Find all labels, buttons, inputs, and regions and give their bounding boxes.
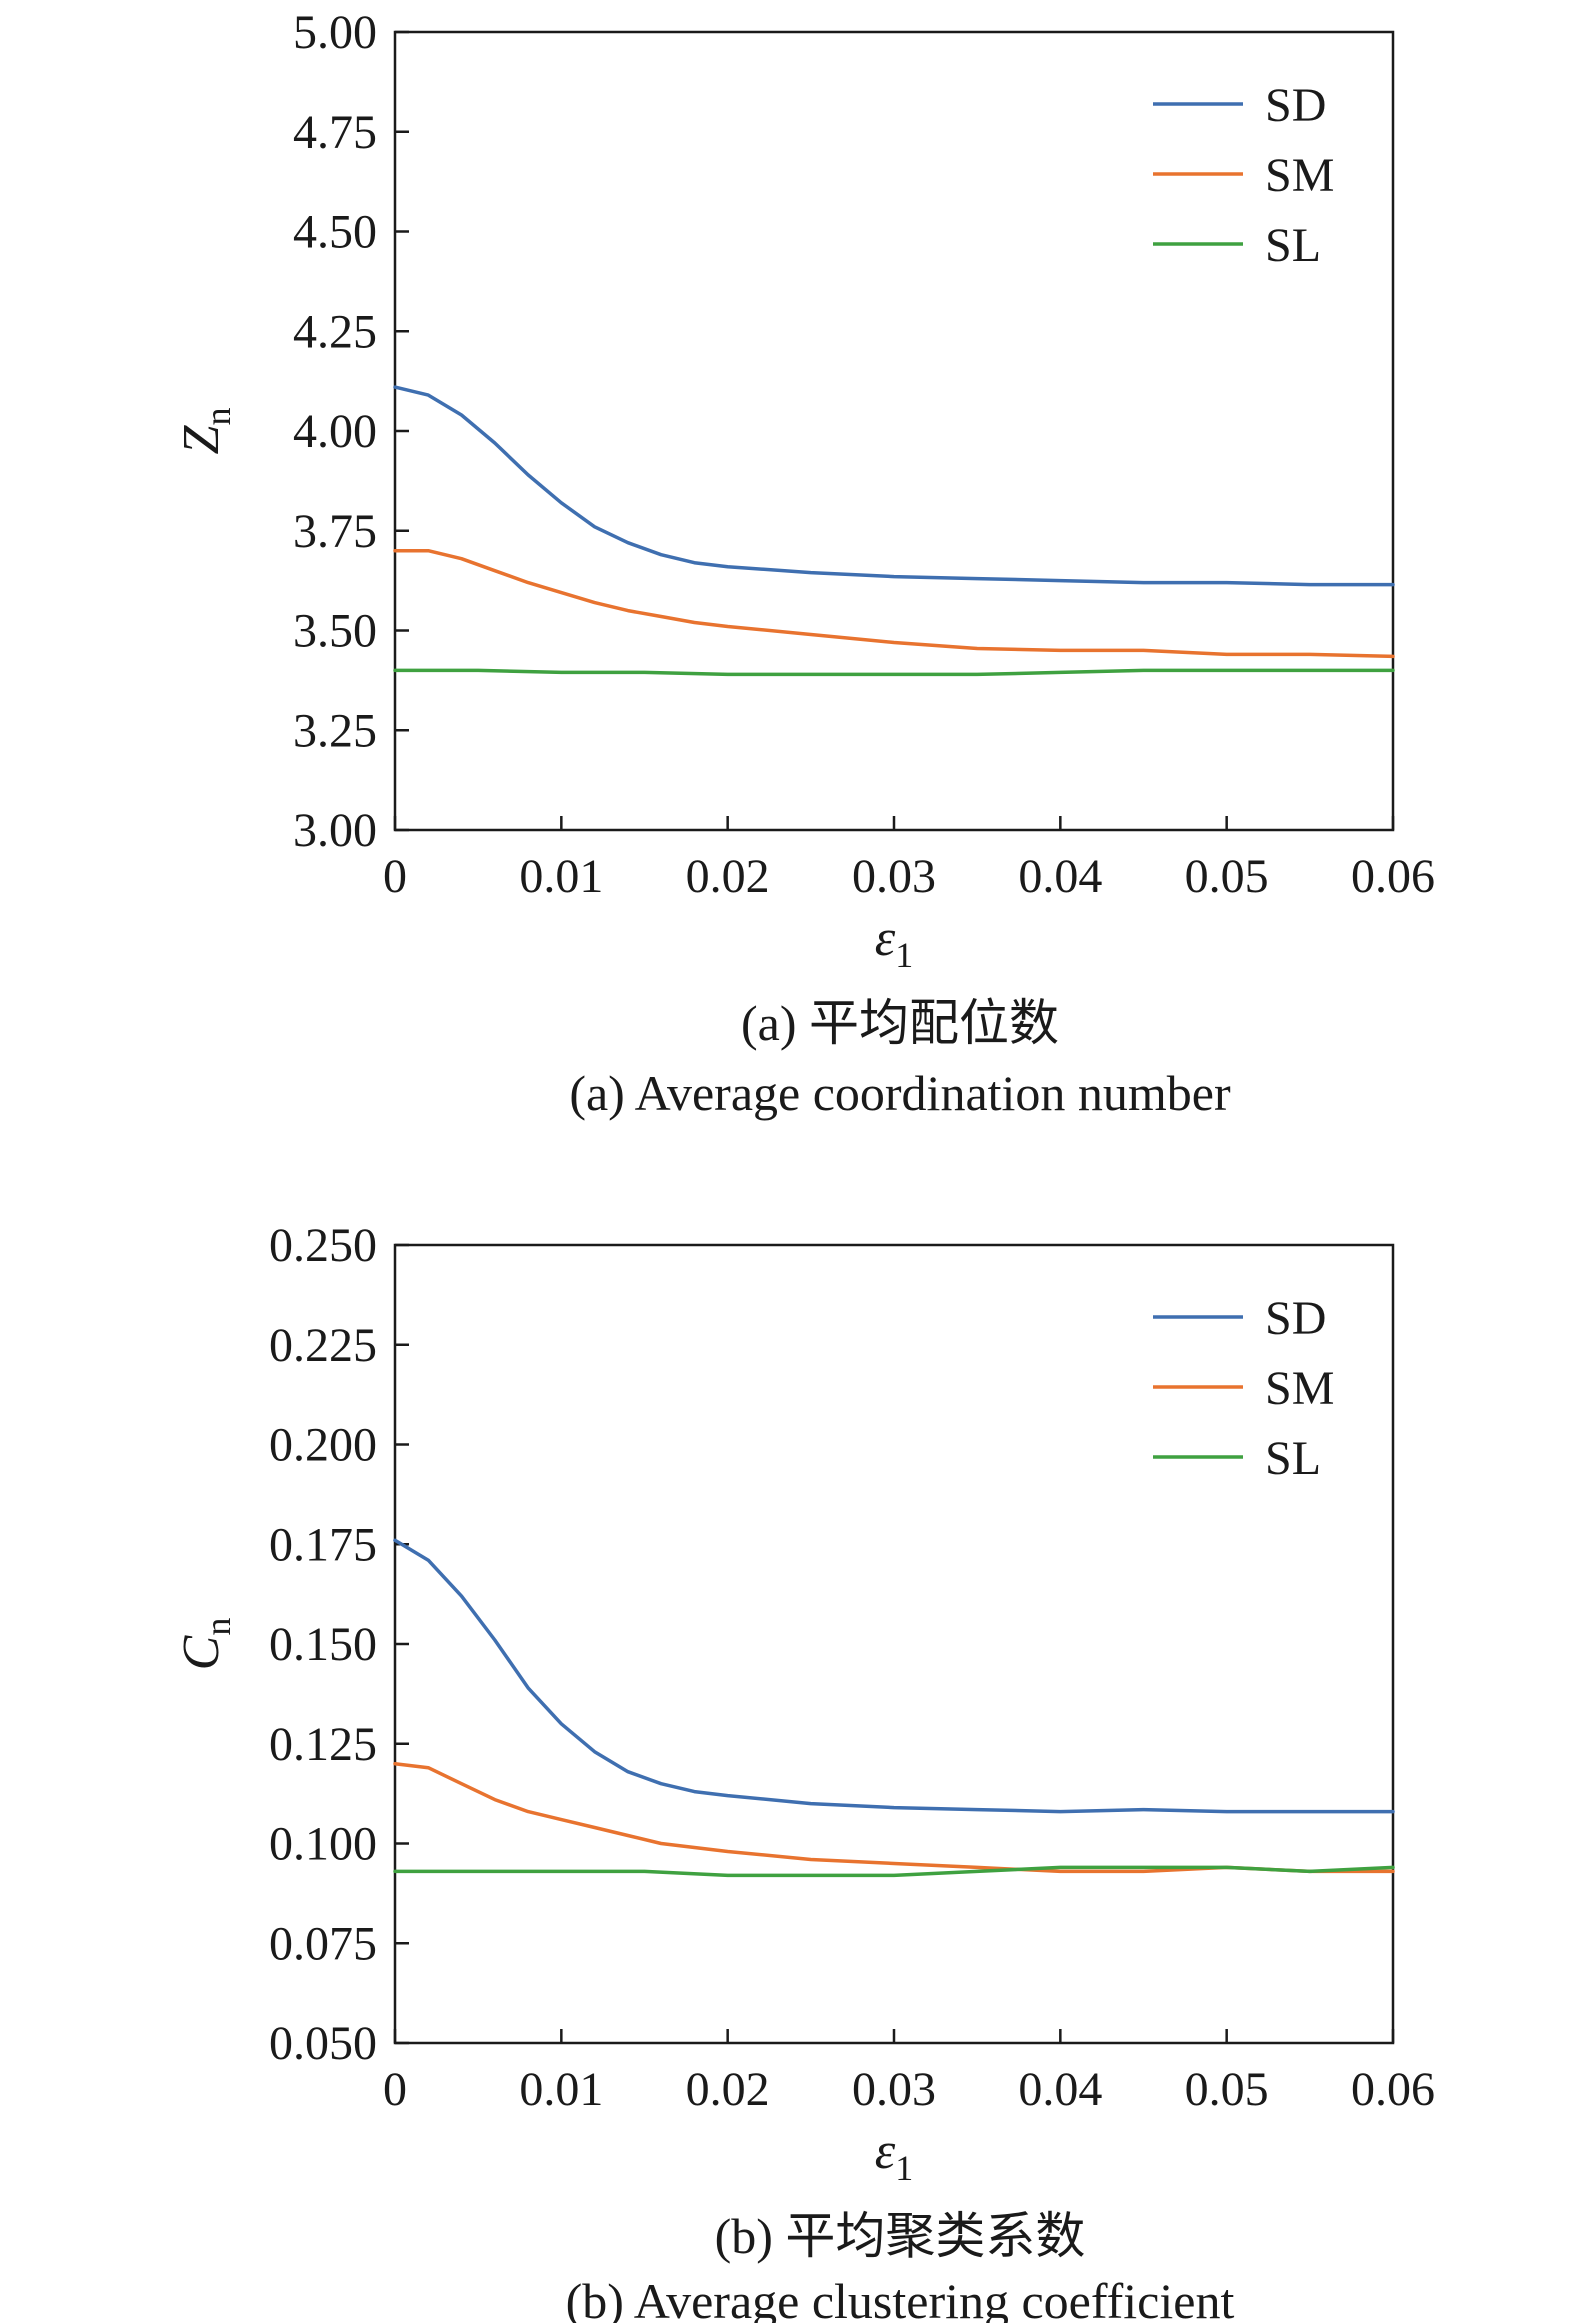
legend-label-sd: SD — [1265, 1292, 1326, 1345]
x-axis-label: ε1 — [875, 2123, 914, 2188]
y-tick-label: 4.50 — [293, 206, 377, 259]
legend-label-sm: SM — [1265, 1362, 1334, 1415]
y-tick-label: 3.25 — [293, 704, 377, 757]
y-tick-label: 3.75 — [293, 505, 377, 558]
caption-zh: (b) 平均聚类系数 — [715, 2208, 1086, 2264]
x-tick-label: 0.04 — [1018, 850, 1102, 903]
x-tick-label: 0 — [383, 850, 407, 903]
y-tick-label: 0.075 — [269, 1917, 377, 1970]
y-tick-label: 0.200 — [269, 1419, 377, 1472]
y-tick-label: 3.00 — [293, 804, 377, 857]
y-tick-label: 0.100 — [269, 1818, 377, 1871]
y-tick-label: 4.25 — [293, 305, 377, 358]
chart-b: 0.0500.0750.1000.1250.1500.1750.2000.225… — [173, 1219, 1435, 2323]
legend-label-sm: SM — [1265, 149, 1334, 202]
y-tick-label: 0.225 — [269, 1319, 377, 1372]
series-line-sd — [393, 1538, 1395, 1814]
y-tick-label: 4.00 — [293, 405, 377, 458]
series-line-sm — [393, 548, 1395, 659]
plot-frame — [393, 30, 1395, 832]
x-tick-label: 0.03 — [852, 2063, 936, 2116]
y-tick-label: 0.050 — [269, 2017, 377, 2070]
plot-frame — [393, 1243, 1395, 2045]
x-tick-label: 0.03 — [852, 850, 936, 903]
y-tick-label: 4.75 — [293, 106, 377, 159]
series-line-sd — [393, 385, 1395, 587]
y-axis-label: Zn — [173, 408, 238, 455]
series-line-sl — [393, 1865, 1395, 1878]
series-line-sm — [393, 1761, 1395, 1874]
legend-label-sd: SD — [1265, 79, 1326, 132]
x-tick-label: 0.05 — [1185, 2063, 1269, 2116]
x-tick-label: 0.01 — [519, 2063, 603, 2116]
y-tick-label: 0.150 — [269, 1618, 377, 1671]
series-line-sl — [393, 668, 1395, 677]
x-tick-label: 0 — [383, 2063, 407, 2116]
x-axis-label: ε1 — [875, 910, 914, 975]
x-tick-label: 0.01 — [519, 850, 603, 903]
y-tick-label: 5.00 — [293, 6, 377, 59]
caption-en: (b) Average clustering coefficient — [566, 2273, 1235, 2323]
chart-a: 3.00 3.25 3.50 3.75 4.00 4.25 4.50 4.75 5.00 0 0.0… — [173, 6, 1435, 1121]
caption-zh: (a) 平均配位数 — [741, 995, 1059, 1051]
x-tick-label: 0.06 — [1351, 850, 1435, 903]
y-tick-label: 0.175 — [269, 1518, 377, 1571]
y-tick-label: 3.50 — [293, 605, 377, 658]
y-tick-label: 0.250 — [269, 1219, 377, 1272]
x-tick-label: 0.02 — [686, 2063, 770, 2116]
y-axis-label: Cn — [173, 1618, 238, 1671]
x-tick-label: 0.04 — [1018, 2063, 1102, 2116]
caption-en: (a) Average coordination number — [569, 1065, 1231, 1121]
x-tick-label: 0.06 — [1351, 2063, 1435, 2116]
x-tick-label: 0.05 — [1185, 850, 1269, 903]
legend-label-sl: SL — [1265, 1432, 1321, 1485]
y-tick-label: 0.125 — [269, 1718, 377, 1771]
legend-label-sl: SL — [1265, 219, 1321, 272]
x-tick-label: 0.02 — [686, 850, 770, 903]
